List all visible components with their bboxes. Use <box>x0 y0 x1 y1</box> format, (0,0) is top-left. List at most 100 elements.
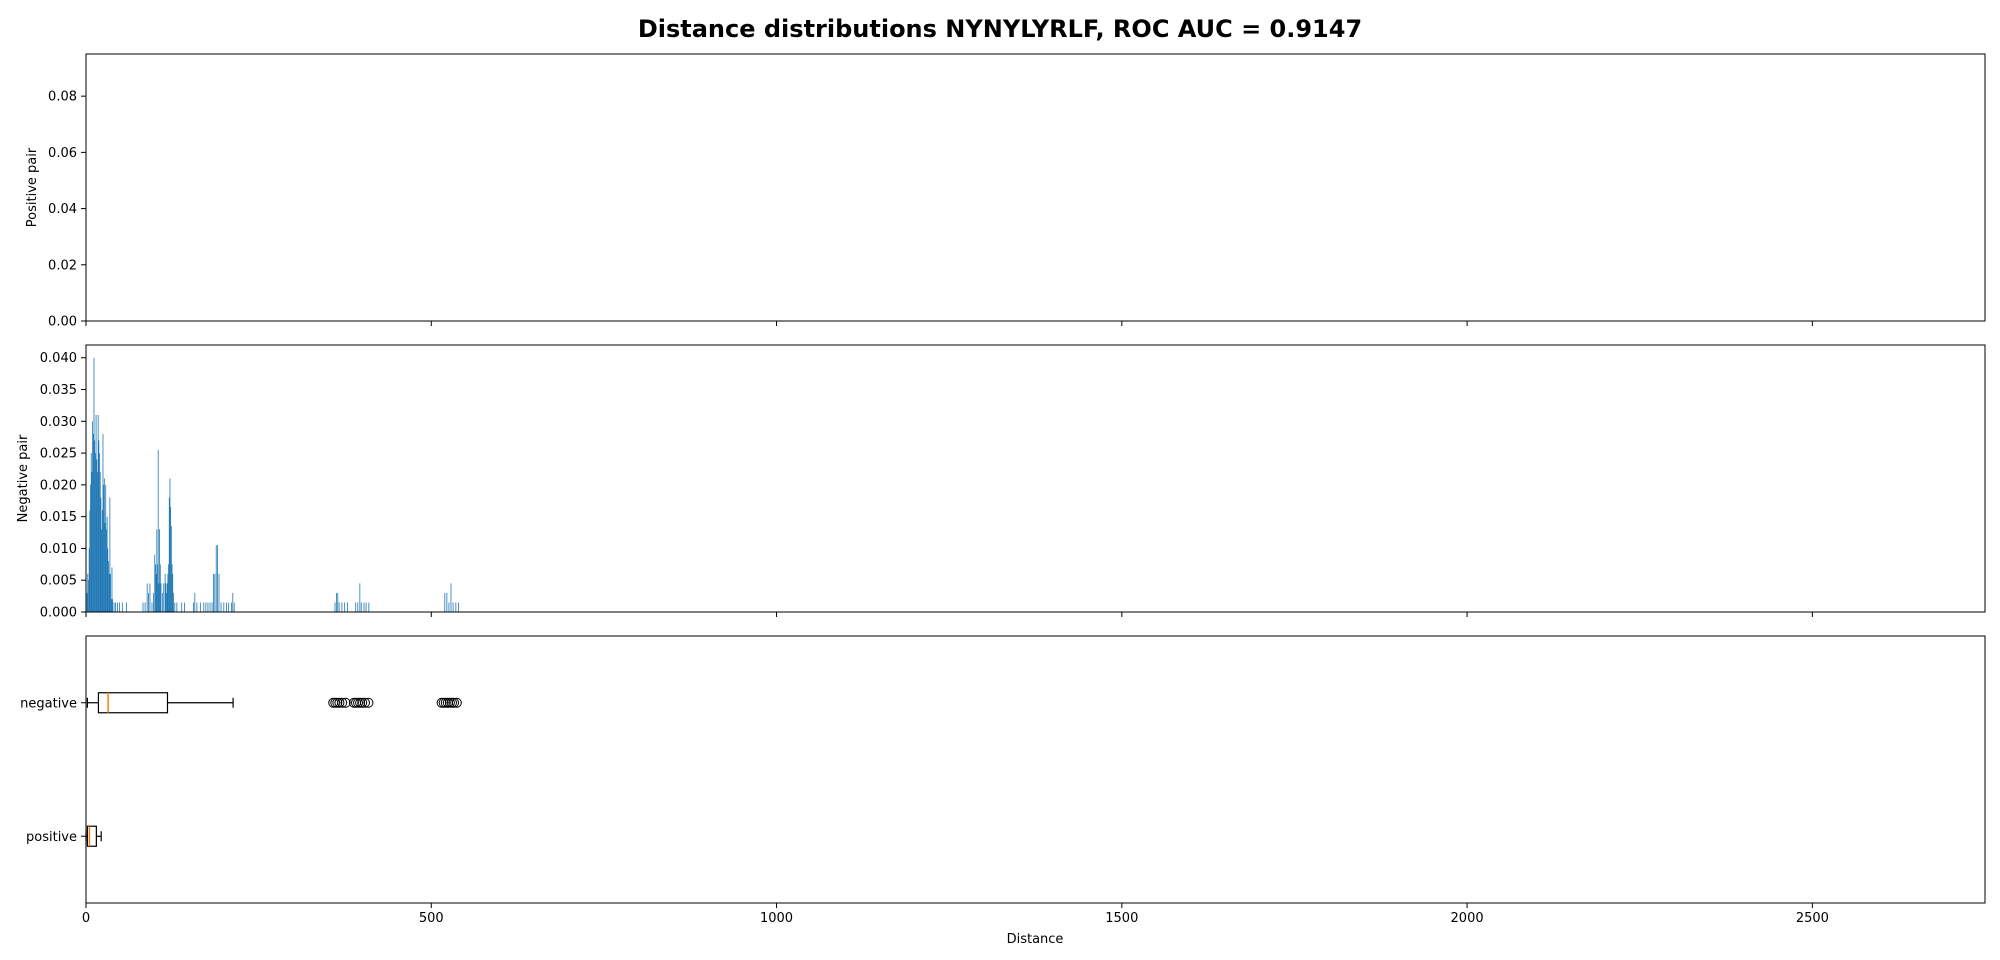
histogram-bar <box>444 592 446 612</box>
histogram-bar <box>334 602 336 612</box>
histogram-bar <box>86 592 88 612</box>
histogram-bar <box>142 602 144 612</box>
histogram-bar <box>168 497 170 612</box>
histogram-bar <box>87 573 89 612</box>
y-tick-label: 0.030 <box>40 415 77 430</box>
histogram-bar <box>108 561 109 612</box>
category-label: negative <box>20 696 77 711</box>
histogram-bar <box>103 484 105 612</box>
histogram-bar <box>365 602 367 612</box>
histogram-bar <box>338 602 340 612</box>
histogram-bar <box>193 602 194 612</box>
histogram-bar <box>160 583 162 612</box>
y-tick-label: 0.08 <box>48 90 77 105</box>
outlier-point <box>357 697 368 708</box>
histogram-bar <box>205 602 207 612</box>
histogram-bar <box>167 573 169 612</box>
histogram-bar <box>335 592 337 612</box>
histogram-bar <box>194 592 196 612</box>
histogram-bar <box>357 602 359 612</box>
histogram-bar <box>92 434 94 612</box>
y-tick-label: 0.010 <box>40 542 77 557</box>
outlier-point <box>449 697 460 708</box>
y-tick-label: 0.035 <box>40 383 77 398</box>
histogram-bar <box>97 472 98 612</box>
histogram-bar <box>196 602 198 612</box>
histogram-bar <box>111 567 113 612</box>
histogram-bar <box>93 357 95 612</box>
histogram-bar <box>170 507 172 612</box>
histogram-bar <box>157 564 158 612</box>
histogram-bar <box>97 414 99 612</box>
y-tick-label: 0.040 <box>40 351 77 366</box>
distance-boxplot-panel: positive negative 0 500 1000 1500 2000 2500 <box>20 635 1986 926</box>
histogram-bar <box>149 583 151 612</box>
histogram-bar <box>232 592 234 612</box>
histogram-bar <box>98 440 100 612</box>
y-tick-label: 0.020 <box>40 478 77 493</box>
histogram-bar <box>166 583 168 612</box>
histogram-bar <box>100 497 102 612</box>
histogram-bar <box>455 602 457 612</box>
histogram-bar <box>228 602 230 612</box>
histogram-bar <box>96 459 98 612</box>
histogram-bar <box>144 602 146 612</box>
histogram-bar <box>452 602 454 612</box>
histogram-bar <box>99 472 101 612</box>
histogram-bar <box>113 602 115 612</box>
histogram-bar <box>88 580 89 612</box>
y-tick-label: 0.000 <box>40 606 77 621</box>
histogram-bar <box>168 564 169 612</box>
histogram-bar <box>163 583 165 612</box>
histogram-bar <box>109 497 111 612</box>
histogram-bar <box>91 472 93 612</box>
y-tick-label: 0.00 <box>48 315 77 330</box>
histogram-bar <box>157 449 159 612</box>
histogram-bar <box>121 602 123 612</box>
histogram-bar <box>368 602 370 612</box>
histogram-bar <box>209 602 211 612</box>
histogram-bar <box>159 529 160 612</box>
x-tick-label: 1000 <box>760 911 793 926</box>
histogram-bar <box>106 529 107 612</box>
y-tick-label: 0.015 <box>40 510 77 525</box>
histogram-bar <box>347 602 348 612</box>
histogram-bar <box>203 602 205 612</box>
histogram-bar <box>158 583 160 612</box>
histogram-bar <box>223 602 225 612</box>
histogram-bar <box>155 573 157 612</box>
histogram-bar <box>172 573 174 612</box>
histogram-bar <box>154 554 156 612</box>
histogram-bar <box>90 453 92 612</box>
histogram-bar <box>214 573 216 612</box>
histogram-bar <box>211 602 213 612</box>
histogram-bar <box>146 583 148 612</box>
histogram-bar <box>148 592 149 612</box>
histogram-bar <box>166 592 167 612</box>
histogram-bar <box>119 602 120 612</box>
histogram-bar <box>105 484 107 612</box>
x-axis-label: Distance <box>1007 932 1064 947</box>
histogram-bar <box>155 564 156 612</box>
y-tick-label: 0.025 <box>40 447 77 462</box>
histogram-bar <box>112 599 114 612</box>
outlier-point <box>359 697 370 708</box>
histogram-bar <box>110 573 111 612</box>
histogram-bar <box>92 421 94 612</box>
outlier-point <box>334 697 345 708</box>
chart-title: Distance distributions NYNYLYRLF, ROC AU… <box>638 15 1362 43</box>
histogram-bar <box>106 516 108 612</box>
histogram-bar <box>165 583 167 612</box>
histogram-bar <box>450 583 452 612</box>
negative-pair-histogram-panel: 0.000 0.005 0.010 0.015 0.020 0.025 0.030 0.035… <box>16 344 1986 621</box>
histogram-bar <box>102 434 104 612</box>
histogram-bar <box>213 573 214 612</box>
histogram-bar <box>108 573 110 612</box>
y-axis-label: Positive pair <box>25 147 40 227</box>
histogram-bar <box>104 523 106 612</box>
histogram-bar <box>220 602 222 612</box>
histogram-bar <box>173 592 174 612</box>
histogram-bar <box>233 602 235 612</box>
histogram-bar <box>176 602 178 612</box>
